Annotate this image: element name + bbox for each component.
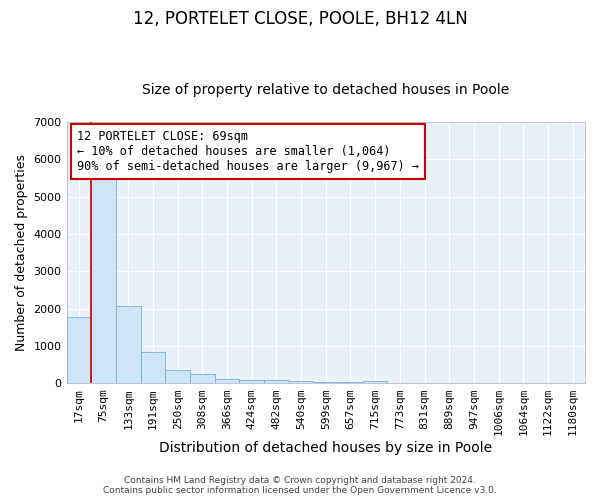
Bar — [313, 382, 338, 384]
Bar — [215, 379, 239, 384]
Bar — [140, 352, 165, 384]
Bar — [165, 370, 190, 384]
Bar — [289, 382, 313, 384]
Bar — [338, 382, 363, 384]
Y-axis label: Number of detached properties: Number of detached properties — [15, 154, 28, 351]
Text: 12, PORTELET CLOSE, POOLE, BH12 4LN: 12, PORTELET CLOSE, POOLE, BH12 4LN — [133, 10, 467, 28]
Bar — [388, 382, 412, 384]
Text: 12 PORTELET CLOSE: 69sqm
← 10% of detached houses are smaller (1,064)
90% of sem: 12 PORTELET CLOSE: 69sqm ← 10% of detach… — [77, 130, 419, 172]
Bar — [239, 380, 264, 384]
Bar — [264, 380, 289, 384]
Bar — [412, 383, 437, 384]
Bar — [190, 374, 215, 384]
Bar — [67, 317, 91, 384]
Title: Size of property relative to detached houses in Poole: Size of property relative to detached ho… — [142, 83, 509, 97]
Bar — [116, 306, 140, 384]
Bar — [91, 168, 116, 384]
Bar — [363, 381, 388, 384]
X-axis label: Distribution of detached houses by size in Poole: Distribution of detached houses by size … — [159, 441, 493, 455]
Text: Contains HM Land Registry data © Crown copyright and database right 2024.
Contai: Contains HM Land Registry data © Crown c… — [103, 476, 497, 495]
